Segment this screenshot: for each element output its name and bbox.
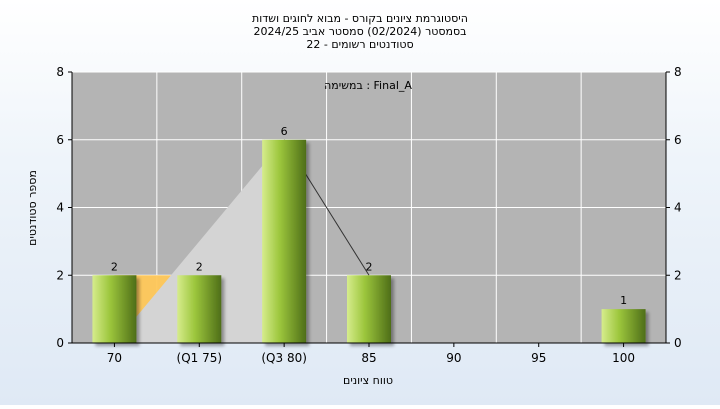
y-tick-labels-right: 0 2 4 6 8 [674,65,682,350]
title-line-2: בסמסטר (02/2024) סמסטר אביב 2024/25 [253,25,466,38]
y-tick-labels-left: 0 2 4 6 8 [56,65,64,350]
title-line-3: סטודנטים רשומים - 22 [306,38,413,51]
bar [262,139,307,343]
x-tick-label: 100 [612,351,635,365]
x-tick-label: 70 [107,351,122,365]
value-labels: 2 2 6 2 1 [111,125,627,307]
y-tick-label-right: 6 [674,133,682,147]
axes [68,71,670,347]
y-axis-label: מספר סטודנטים [26,170,39,246]
y-tick-label-right: 2 [674,268,682,282]
bar-value-label: 1 [620,294,627,307]
chart-title: היסטוגרמת ציונים בקורס - מבוא לחוגים ושד… [252,12,468,51]
bars [92,139,646,343]
y-tick-label-right: 8 [674,65,682,79]
x-tick-labels: 70 (Q1 75) (Q3 80) 85 90 95 100 [107,351,635,365]
x-axis-label: טווח ציונים [343,374,393,387]
bar-value-label: 6 [281,125,288,138]
x-tick-label: (Q3 80) [261,351,307,365]
y-tick-label-left: 6 [56,133,64,147]
bar-value-label: 2 [196,260,203,273]
bar-value-label: 2 [111,260,118,273]
y-tick-label-right: 0 [674,336,682,350]
bar-value-label: 2 [366,260,373,273]
bar [177,275,222,343]
x-tick-label: 85 [361,351,376,365]
y-tick-label-left: 0 [56,336,64,350]
x-tick-label: 95 [531,351,546,365]
task-annotation: במשימה : Final_A [324,79,412,92]
y-tick-label-left: 8 [56,65,64,79]
bar [347,275,391,343]
x-tick-label: (Q1 75) [177,351,223,365]
x-tick-label: 90 [446,351,461,365]
bar [601,309,646,343]
bar [92,275,137,343]
y-tick-label-left: 4 [56,201,64,215]
y-tick-label-left: 2 [56,268,64,282]
y-tick-label-right: 4 [674,201,682,215]
trend-wedge-shape [114,139,285,343]
title-line-1: היסטוגרמת ציונים בקורס - מבוא לחוגים ושד… [252,12,468,25]
